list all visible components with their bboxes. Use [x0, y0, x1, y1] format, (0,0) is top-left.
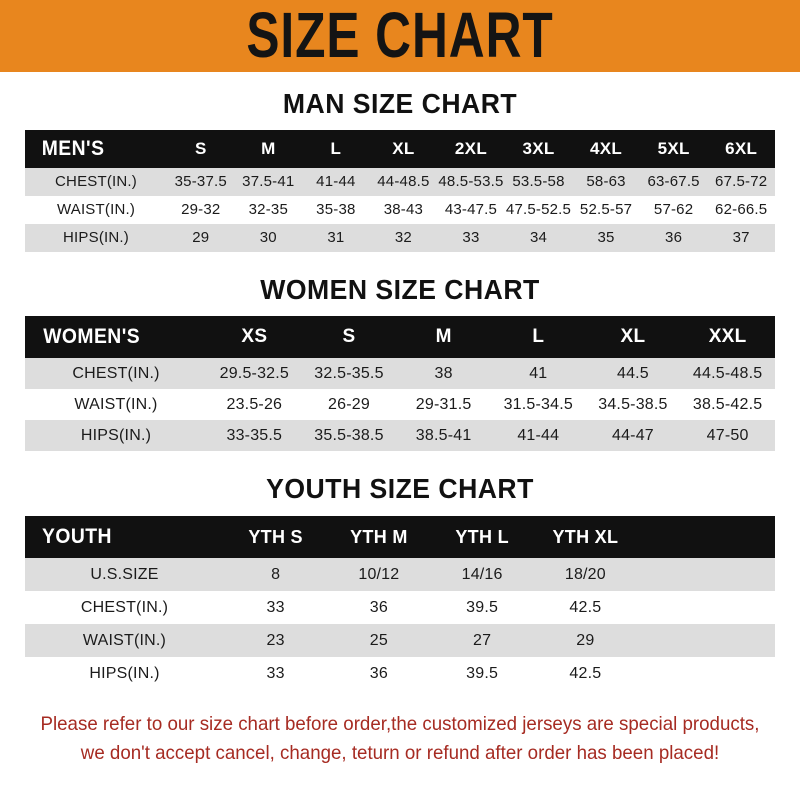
women-size-col-1: S — [342, 326, 356, 347]
table-row: CHEST(IN.) 35-37.5 37.5-41 41-44 44-48.5… — [25, 168, 775, 196]
women-section-title: WOMEN SIZE CHART — [260, 274, 540, 305]
youth-size-col-spacer — [637, 516, 775, 558]
women-table-header-row: WOMEN'S XS S M L XL XXL — [25, 316, 775, 358]
table-row: CHEST(IN.) 33 36 39.5 42.5 — [25, 591, 775, 624]
man-size-col-1: M — [261, 139, 276, 158]
women-size-table: WOMEN'S XS S M L XL XXL CHEST(IN.) 29.5-… — [25, 316, 775, 451]
man-section-title: MAN SIZE CHART — [282, 88, 518, 119]
man-row-0-label-cell: CHEST(IN.) — [55, 173, 137, 190]
youth-size-col-0: YTH S — [248, 526, 303, 547]
youth-table-header-row: YOUTH YTH S YTH M YTH L YTH XL — [25, 516, 775, 558]
man-header-label-cell: MEN'S — [25, 130, 167, 168]
man-size-col-4: 2XL — [454, 139, 487, 158]
man-size-col-0: S — [194, 139, 207, 158]
man-size-table: MEN'S S M L XL 2XL 3XL 4XL 5XL 6XL CHEST… — [25, 130, 775, 252]
disclaimer-line-1: Please refer to our size chart before or… — [40, 713, 760, 735]
man-size-col-7: 5XL — [657, 139, 690, 158]
women-row-0-label-cell: CHEST(IN.) — [72, 364, 160, 382]
youth-section-title: YOUTH SIZE CHART — [266, 473, 534, 504]
youth-row-1-label-cell: CHEST(IN.) — [80, 598, 169, 616]
man-row-2-label-cell: HIPS(IN.) — [63, 229, 129, 246]
table-row: CHEST(IN.) 29.5-32.5 32.5-35.5 38 41 44.… — [25, 358, 775, 389]
table-row: HIPS(IN.) 33-35.5 35.5-38.5 38.5-41 41-4… — [25, 420, 775, 451]
table-row: WAIST(IN.) 23.5-26 26-29 29-31.5 31.5-34… — [25, 389, 775, 420]
women-size-col-2: M — [435, 326, 452, 347]
youth-row-2-label-cell: WAIST(IN.) — [82, 631, 167, 649]
women-row-2-label-cell: HIPS(IN.) — [80, 426, 152, 444]
man-size-col-8: 6XL — [725, 139, 758, 158]
youth-row-3-label-cell: HIPS(IN.) — [89, 664, 160, 682]
youth-header-label-cell: YOUTH — [25, 516, 224, 558]
women-row-1-label-cell: WAIST(IN.) — [74, 395, 158, 413]
man-size-col-2: L — [330, 139, 342, 158]
man-table-header-row: MEN'S S M L XL 2XL 3XL 4XL 5XL 6XL — [25, 130, 775, 168]
women-size-col-4: XL — [620, 326, 646, 347]
table-row: HIPS(IN.) 33 36 39.5 42.5 — [25, 657, 775, 690]
women-size-col-3: L — [532, 326, 545, 347]
banner-title: SIZE CHART — [246, 0, 554, 72]
table-row: U.S.SIZE 8 10/12 14/16 18/20 — [25, 558, 775, 591]
table-row: WAIST(IN.) 23 25 27 29 — [25, 624, 775, 657]
youth-size-col-1: YTH M — [350, 526, 408, 547]
man-size-col-6: 4XL — [590, 139, 623, 158]
women-header-label: WOMEN'S — [43, 325, 141, 348]
disclaimer-line-2: we don't accept cancel, change, teturn o… — [80, 741, 720, 764]
youth-header-label: YOUTH — [42, 525, 112, 548]
man-size-col-5: 3XL — [522, 139, 555, 158]
youth-size-table: YOUTH YTH S YTH M YTH L YTH XL U.S.SIZE … — [25, 516, 775, 690]
man-size-col-3: XL — [392, 139, 415, 158]
women-size-col-0: XS — [241, 326, 268, 347]
table-row: WAIST(IN.) 29-32 32-35 35-38 38-43 43-47… — [25, 196, 775, 224]
disclaimer-note: Please refer to our size chart before or… — [19, 710, 781, 768]
man-header-label: MEN'S — [41, 137, 105, 160]
man-row-1-label-cell: WAIST(IN.) — [56, 201, 136, 218]
youth-size-col-3: YTH XL — [552, 526, 619, 547]
table-row: HIPS(IN.) 29 30 31 32 33 34 35 36 37 — [25, 224, 775, 252]
youth-size-col-2: YTH L — [455, 526, 509, 547]
youth-row-0-label-cell: U.S.SIZE — [90, 565, 159, 583]
women-header-label-cell: WOMEN'S — [25, 316, 207, 358]
women-size-col-5: XXL — [708, 326, 747, 347]
size-chart-banner: SIZE CHART — [0, 0, 800, 72]
